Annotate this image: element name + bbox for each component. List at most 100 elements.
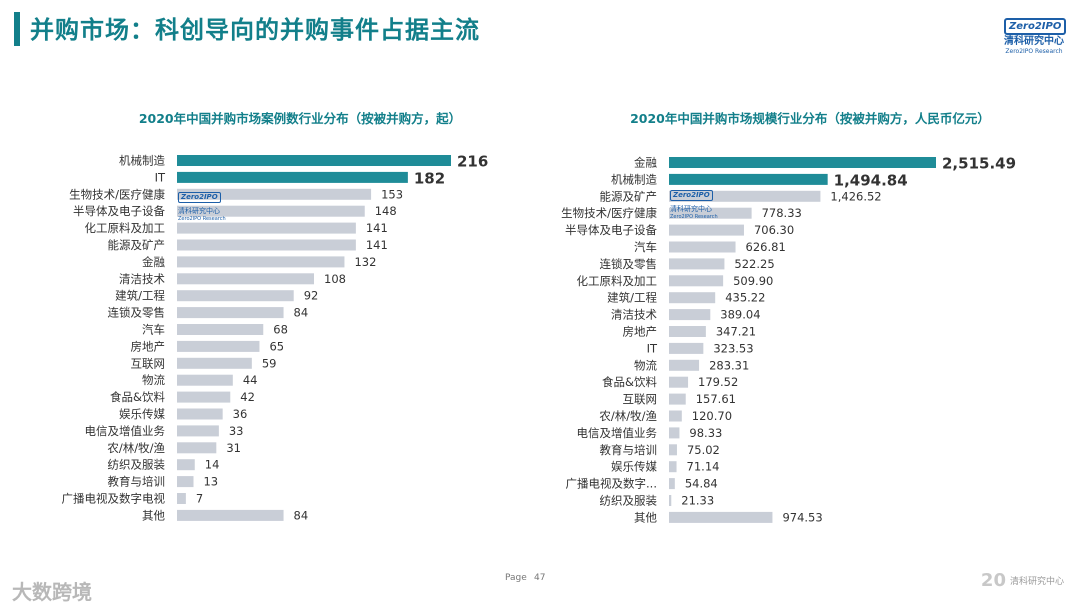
value-label: 153: [381, 187, 403, 201]
bar: [669, 410, 682, 422]
value-label: 84: [294, 508, 309, 522]
bar: [669, 190, 821, 202]
bar: [177, 256, 345, 268]
value-label: 435.22: [725, 291, 765, 305]
bar: [177, 476, 194, 488]
footer-brand-right: 20 清科研究中心: [981, 570, 1064, 591]
value-label: 389.04: [720, 308, 760, 322]
value-label: 7: [196, 492, 203, 506]
value-label: 132: [354, 255, 376, 269]
category-label: 食品&饮料: [110, 390, 165, 404]
bar: [177, 205, 365, 217]
value-label: 120.70: [692, 409, 732, 423]
category-label: 娱乐传媒: [611, 460, 657, 474]
value-label: 68: [273, 323, 288, 337]
bar: [177, 391, 231, 403]
value-label: 71.14: [687, 460, 720, 474]
category-label: 房地产: [623, 325, 658, 339]
bar: [177, 290, 294, 302]
watermark-mark: Zero2IPO: [670, 190, 713, 201]
category-label: 连锁及零售: [600, 257, 658, 271]
category-label: 建筑/工程: [607, 291, 657, 305]
right-bar-chart: 金融 2,515.49 机械制造 1,494.84 能源及矿产 1,426.52 生物技术/…: [561, 155, 1016, 525]
category-label: 金融: [142, 255, 165, 269]
value-label: 108: [324, 272, 346, 286]
value-label: 59: [262, 356, 277, 370]
category-label: 教育与培训: [600, 443, 658, 457]
value-label: 347.21: [716, 325, 756, 339]
category-label: 连锁及零售: [108, 306, 166, 320]
category-label: 物流: [142, 373, 165, 387]
logo-mark: Zero2IPO: [1004, 18, 1067, 35]
category-label: 建筑/工程: [115, 289, 165, 303]
category-label: 教育与培训: [108, 475, 166, 489]
value-label: 974.53: [782, 510, 822, 524]
watermark-logo-right: Zero2IPO: [670, 190, 713, 201]
value-label: 75.02: [687, 443, 720, 457]
left-bar-chart: 机械制造 216 IT 182 生物技术/医疗健康 153 半导体及电子设备 148 化工原料及…: [62, 153, 489, 523]
value-label: 157.61: [696, 392, 736, 406]
bar: [669, 224, 744, 236]
category-label: 机械制造: [611, 172, 657, 186]
value-label: 84: [294, 306, 309, 320]
category-label: IT: [647, 341, 658, 355]
category-label: IT: [155, 170, 166, 184]
bar: [177, 493, 186, 504]
category-label: 化工原料及加工: [85, 221, 166, 235]
bar: [669, 258, 725, 270]
bar: [177, 509, 284, 521]
bar: [669, 157, 936, 168]
bar: [669, 326, 706, 337]
value-label: 522.25: [734, 257, 774, 271]
value-label: 65: [269, 339, 284, 353]
value-label: 509.90: [733, 274, 773, 288]
value-label: 21.33: [681, 494, 714, 508]
value-label: 182: [414, 169, 445, 187]
bar: [177, 442, 217, 454]
bar: [669, 309, 711, 321]
bar: [669, 241, 736, 253]
bar: [669, 461, 677, 473]
bar: [669, 342, 704, 354]
right-chart-title: 2020年中国并购市场规模行业分布（按被并购方，人民币亿元）: [630, 111, 990, 126]
bar: [177, 239, 356, 251]
value-label: 141: [366, 238, 388, 252]
bar: [669, 478, 675, 490]
category-label: 能源及矿产: [600, 189, 658, 203]
value-label: 13: [203, 475, 218, 489]
title-accent-bar: [14, 12, 20, 46]
bar: [669, 359, 700, 371]
bar: [177, 273, 314, 285]
value-label: 44: [243, 373, 258, 387]
value-label: 706.30: [754, 223, 794, 237]
bar: [177, 408, 223, 420]
category-label: 能源及矿产: [108, 238, 166, 252]
category-label: 清洁技术: [119, 272, 165, 286]
page-title: 并购市场：科创导向的并购事件占据主流: [30, 16, 480, 44]
value-label: 179.52: [698, 375, 738, 389]
left-chart-title: 2020年中国并购市场案例数行业分布（按被并购方，起）: [138, 111, 462, 126]
category-label: 汽车: [142, 323, 165, 337]
value-label: 42: [240, 390, 255, 404]
category-label: 化工原料及加工: [577, 274, 658, 288]
category-label: 电信及增值业务: [85, 424, 166, 438]
bar: [669, 173, 828, 185]
category-label: 食品&饮料: [602, 375, 657, 389]
category-label: 电信及增值业务: [577, 426, 658, 440]
bar: [669, 393, 686, 405]
footer-page-label: Page: [505, 573, 527, 583]
bar: [669, 292, 716, 304]
logo-en-text: Zero2IPO Research: [1005, 48, 1063, 55]
footer-brand-text: 清科研究中心: [1009, 577, 1064, 587]
value-label: 92: [304, 289, 319, 303]
category-label: 生物技术/医疗健康: [69, 187, 165, 201]
footer-brand-mark: 20: [980, 570, 1006, 591]
value-label: 141: [366, 221, 388, 235]
watermark-cn: 清科研究中心: [178, 207, 220, 215]
watermark-en: Zero2IPO Research: [178, 216, 226, 222]
category-label: 机械制造: [119, 154, 165, 168]
category-label: 娱乐传媒: [119, 407, 165, 421]
bar: [669, 511, 773, 523]
category-label: 金融: [634, 156, 657, 170]
category-label: 广播电视及数字...: [566, 477, 657, 491]
